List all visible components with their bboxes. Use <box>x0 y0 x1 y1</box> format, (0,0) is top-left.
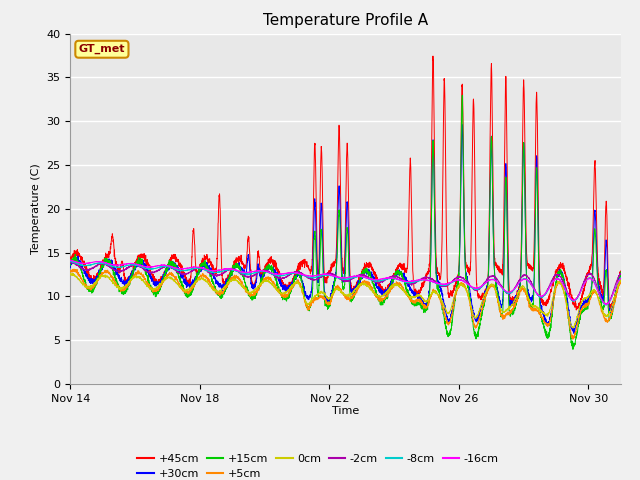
Title: Temperature Profile A: Temperature Profile A <box>263 13 428 28</box>
Y-axis label: Temperature (C): Temperature (C) <box>31 163 41 254</box>
Legend: +45cm, +30cm, +15cm, +5cm, 0cm, -2cm, -8cm, -16cm: +45cm, +30cm, +15cm, +5cm, 0cm, -2cm, -8… <box>132 449 504 480</box>
Text: GT_met: GT_met <box>79 44 125 54</box>
X-axis label: Time: Time <box>332 407 359 417</box>
